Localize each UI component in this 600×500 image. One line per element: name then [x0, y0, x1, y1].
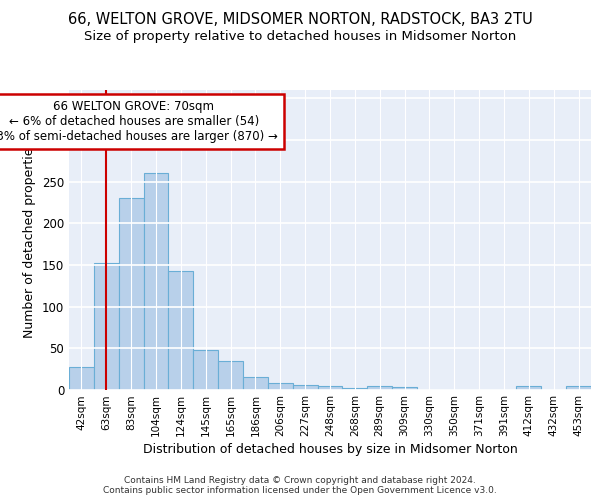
Text: Size of property relative to detached houses in Midsomer Norton: Size of property relative to detached ho… — [84, 30, 516, 43]
Bar — [94, 262, 119, 390]
Bar — [392, 386, 417, 390]
Bar — [268, 382, 293, 390]
Bar — [367, 386, 392, 390]
Bar — [243, 376, 268, 390]
Bar — [566, 386, 591, 390]
Bar — [193, 350, 218, 390]
X-axis label: Distribution of detached houses by size in Midsomer Norton: Distribution of detached houses by size … — [143, 443, 517, 456]
Bar — [317, 386, 343, 390]
Bar — [293, 385, 317, 390]
Bar — [343, 388, 367, 390]
Bar — [119, 198, 143, 390]
Text: Contains HM Land Registry data © Crown copyright and database right 2024.
Contai: Contains HM Land Registry data © Crown c… — [103, 476, 497, 495]
Bar — [69, 366, 94, 390]
Bar — [218, 361, 243, 390]
Text: 66, WELTON GROVE, MIDSOMER NORTON, RADSTOCK, BA3 2TU: 66, WELTON GROVE, MIDSOMER NORTON, RADST… — [68, 12, 532, 28]
Bar — [517, 386, 541, 390]
Text: 66 WELTON GROVE: 70sqm
← 6% of detached houses are smaller (54)
93% of semi-deta: 66 WELTON GROVE: 70sqm ← 6% of detached … — [0, 100, 278, 143]
Y-axis label: Number of detached properties: Number of detached properties — [23, 142, 37, 338]
Bar — [143, 174, 169, 390]
Bar — [169, 271, 193, 390]
